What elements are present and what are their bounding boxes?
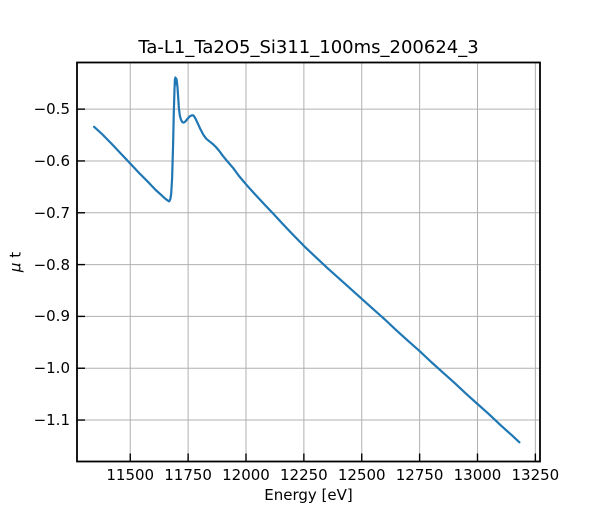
y-tick-label: −0.5 <box>33 100 70 119</box>
x-tick-label: 12250 <box>280 465 328 484</box>
x-tick-label: 11750 <box>164 465 212 484</box>
data-line <box>92 76 521 444</box>
y-tick-label: −0.8 <box>33 255 70 274</box>
chart-title: Ta-L1_Ta2O5_Si311_100ms_200624_3 <box>138 37 479 58</box>
x-tick-label: 12000 <box>222 465 270 484</box>
x-tick-label: 11500 <box>106 465 155 484</box>
y-tick-label: −0.9 <box>33 307 70 326</box>
y-tick-label: −1.1 <box>33 411 70 430</box>
x-axis-label: Energy [eV] <box>264 486 353 504</box>
x-tick-label: 13000 <box>453 465 502 484</box>
y-tick-label: −0.7 <box>33 203 70 222</box>
y-tick-label: −1.0 <box>33 359 70 378</box>
axes-spines <box>76 61 541 463</box>
x-tick-label: 12500 <box>337 465 386 484</box>
y-tick-label: −0.6 <box>33 151 70 170</box>
y-axis-label: μ t <box>6 251 25 273</box>
x-tick-label: 12750 <box>395 465 444 484</box>
x-tick-label: 13250 <box>511 465 560 484</box>
